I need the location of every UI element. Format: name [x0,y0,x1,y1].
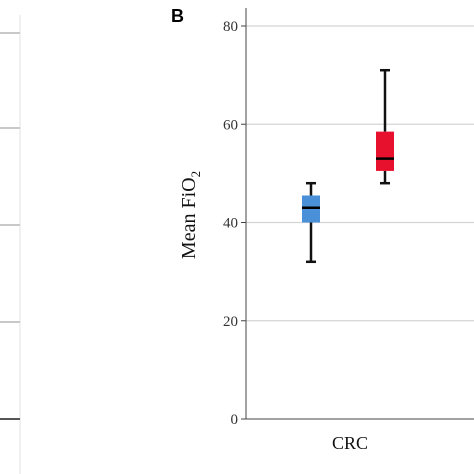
y-tick-labels: 0 20 40 60 80 [223,19,246,428]
y-tick-label: 80 [223,19,238,35]
box-2 [376,68,394,185]
panel-letter: B [171,6,184,26]
y-tick-label: 60 [223,117,238,133]
grid-lines [246,25,474,322]
box-1 [302,181,320,264]
iqr-box [376,131,394,171]
y-axis-label-subscript: 2 [188,171,203,178]
left-panel-remnant [0,15,21,474]
boxes [302,68,394,264]
y-axis-label: Mean FiO2 [178,171,203,259]
y-tick-label: 0 [231,412,239,428]
y-tick-label: 40 [223,216,238,232]
y-tick-label: 20 [223,314,238,330]
y-axis-label-main: Mean FiO [178,177,200,259]
x-category-label: CRC [332,433,368,453]
boxplot-area: 0 20 40 60 80 [223,8,474,428]
